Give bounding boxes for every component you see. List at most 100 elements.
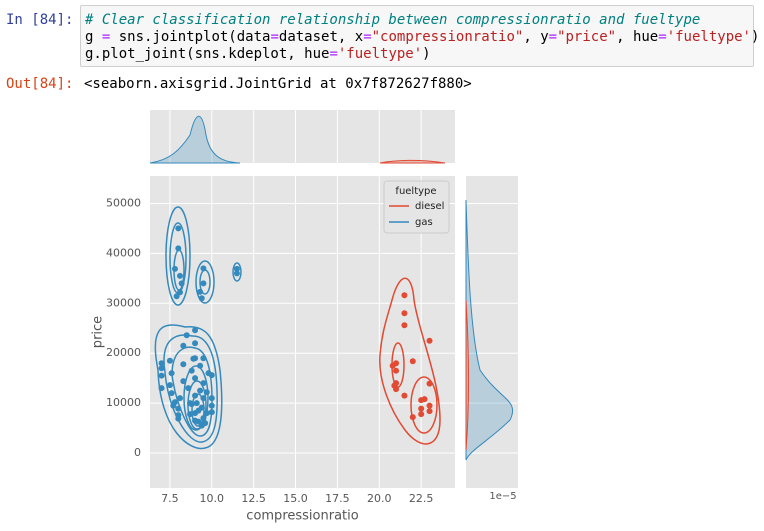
point bbox=[187, 411, 194, 418]
code-token: ) bbox=[422, 46, 431, 62]
point bbox=[200, 355, 207, 362]
point bbox=[401, 310, 408, 317]
point bbox=[401, 322, 408, 329]
code-token: , y bbox=[523, 29, 549, 45]
point bbox=[426, 380, 433, 387]
code-token: ) bbox=[750, 29, 760, 45]
legend-label: gas bbox=[415, 217, 433, 228]
point bbox=[200, 380, 207, 387]
point bbox=[168, 370, 175, 377]
point bbox=[158, 385, 165, 392]
x-tick-label: 15.0 bbox=[283, 492, 308, 505]
point bbox=[178, 280, 185, 287]
code-token: , hue bbox=[616, 29, 659, 45]
legend-frame bbox=[383, 180, 450, 234]
point bbox=[208, 372, 215, 379]
code-token: = bbox=[658, 29, 667, 45]
code-token: = bbox=[548, 29, 558, 45]
point bbox=[208, 395, 215, 402]
contour bbox=[183, 365, 209, 431]
labels: 7.5 10.0 12.5 15.0 17.5 20.0 22.5 0 10000 20000 30… bbox=[91, 180, 517, 524]
point bbox=[200, 280, 207, 287]
code-line: g.plot_joint(sns.kdeplot, hue='fueltype'… bbox=[85, 46, 753, 63]
point bbox=[426, 402, 433, 409]
point bbox=[409, 414, 416, 421]
code-token: = bbox=[101, 29, 111, 45]
contour bbox=[154, 324, 223, 450]
code-token: g bbox=[85, 29, 102, 45]
point bbox=[197, 362, 204, 369]
legend-title: fueltype bbox=[395, 186, 436, 197]
output-prompt: Out[84]: bbox=[6, 76, 74, 92]
point bbox=[185, 385, 192, 392]
point bbox=[158, 360, 165, 367]
point bbox=[180, 378, 187, 385]
top-marginal-diesel bbox=[379, 159, 446, 164]
point bbox=[175, 225, 182, 232]
point bbox=[195, 418, 202, 425]
x-tick-label: 20.0 bbox=[367, 492, 392, 505]
code-token: # Clear classification relationship betw… bbox=[85, 12, 701, 28]
point bbox=[233, 270, 240, 277]
point bbox=[393, 367, 400, 374]
code-token: = bbox=[270, 29, 279, 45]
point bbox=[193, 400, 200, 407]
contour bbox=[165, 206, 191, 306]
right-marginal-diesel bbox=[465, 299, 470, 451]
point bbox=[393, 386, 400, 393]
point bbox=[200, 395, 207, 402]
x-tick-label: 12.5 bbox=[241, 492, 266, 505]
legend-label: diesel bbox=[415, 201, 444, 212]
point bbox=[180, 342, 187, 349]
right-marginal-gas bbox=[465, 199, 514, 461]
point bbox=[171, 399, 178, 406]
point bbox=[208, 402, 215, 409]
y-tick-label: 30000 bbox=[106, 296, 141, 309]
contour bbox=[410, 376, 438, 434]
top-marginal-gas bbox=[149, 115, 241, 164]
point bbox=[171, 265, 178, 272]
point bbox=[203, 389, 210, 396]
point bbox=[200, 415, 207, 422]
code-token: dataset, x bbox=[278, 29, 364, 45]
point bbox=[198, 404, 205, 411]
code-line: g = sns.jointplot(data=dataset, x="compr… bbox=[85, 29, 759, 46]
point bbox=[197, 288, 204, 295]
point bbox=[175, 405, 182, 412]
point bbox=[197, 387, 204, 394]
point bbox=[192, 340, 199, 347]
code-line: # Clear classification relationship betw… bbox=[85, 12, 753, 29]
point bbox=[158, 365, 165, 372]
point bbox=[200, 265, 207, 272]
point bbox=[183, 332, 190, 339]
y-tick-label: 20000 bbox=[106, 346, 141, 359]
x-tick-label: 17.5 bbox=[325, 492, 350, 505]
point bbox=[168, 390, 175, 397]
point bbox=[180, 361, 187, 368]
contour bbox=[163, 334, 218, 443]
point bbox=[166, 382, 173, 389]
point bbox=[418, 405, 425, 412]
points bbox=[158, 225, 433, 429]
y-axis-label: price bbox=[91, 316, 106, 348]
input-prompt: In [84]: bbox=[6, 12, 74, 28]
point bbox=[409, 358, 416, 365]
point bbox=[208, 409, 215, 416]
point bbox=[175, 415, 182, 422]
point bbox=[166, 357, 173, 364]
point bbox=[192, 327, 199, 334]
output-text: <seaborn.axisgrid.JointGrid at 0x7f87262… bbox=[84, 76, 472, 92]
x-tick-label: 10.0 bbox=[200, 492, 225, 505]
code-cell[interactable]: # Clear classification relationship betw… bbox=[80, 5, 759, 67]
code-token: g.plot_joint(sns.kdeplot, hue bbox=[85, 46, 330, 62]
code-token: = bbox=[329, 46, 338, 62]
point bbox=[389, 362, 396, 369]
x-tick-label: 22.5 bbox=[409, 492, 434, 505]
point bbox=[192, 355, 199, 362]
contour bbox=[379, 277, 441, 445]
contour bbox=[195, 260, 215, 304]
code-token: "compressionratio" bbox=[371, 29, 524, 45]
code-token: 'fueltype' bbox=[666, 29, 751, 45]
